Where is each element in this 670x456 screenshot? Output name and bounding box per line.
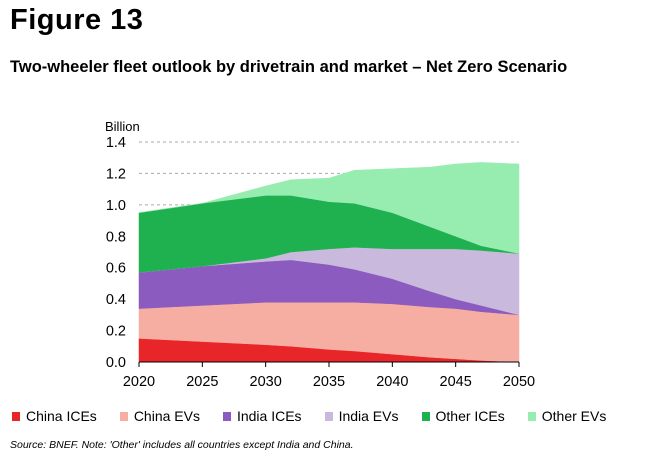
x-tick-label: 2020 [123,374,155,390]
source-note: Source: BNEF. Note: 'Other' includes all… [10,439,354,451]
legend-item: Other EVs [527,408,607,424]
legend-label: Other ICEs [435,408,505,424]
legend-swatch [12,411,20,421]
x-tick-label: 2040 [376,374,408,390]
axes: 0.0 0.2 0.4 0.6 0.8 1.0 1.2 1.4 2020 2025 2030 2035… [106,135,535,390]
x-tick-label: 2045 [440,374,472,390]
legend-label: Other EVs [541,408,607,424]
y-tick-label: 0.6 [106,261,126,277]
legend-item: India ICEs [222,408,302,424]
legend-swatch [527,411,536,421]
x-tick-label: 2035 [313,374,345,390]
area-other-evs [138,162,520,254]
y-tick-label: 0.8 [106,229,126,245]
legend-swatch [222,411,231,421]
legend-label: India EVs [338,408,399,424]
y-tick-label: 1.2 [106,166,126,182]
legend-item: China EVs [119,408,200,424]
x-tick-label: 2025 [186,374,218,390]
legend-label: India ICEs [236,408,302,424]
legend-item: China ICEs [12,408,97,424]
y-tick-label: 0.2 [106,324,126,340]
legend-item: Other ICEs [421,408,505,424]
x-tick-label: 2050 [503,374,535,390]
chart-title: Two-wheeler fleet outlook by drivetrain … [10,58,568,76]
legend-swatch [324,411,333,421]
x-tick-label: 2030 [250,374,282,390]
legend-label: China EVs [133,408,200,424]
figure-label: Figure 13 [10,4,144,36]
y-tick-label: 0.0 [106,355,126,371]
y-tick-label: 1.0 [106,198,126,214]
legend-swatch [421,411,430,421]
legend-label: China ICEs [26,408,97,424]
y-tick-label: 0.4 [106,292,126,308]
legend-swatch [119,411,128,421]
stacked-areas [138,162,520,363]
legend: China ICEs China EVs India ICEs India EVs Ot… [12,408,606,424]
y-tick-label: 1.4 [106,135,126,151]
legend-item: India EVs [324,408,399,424]
y-axis-unit-label: Billion [105,119,140,134]
